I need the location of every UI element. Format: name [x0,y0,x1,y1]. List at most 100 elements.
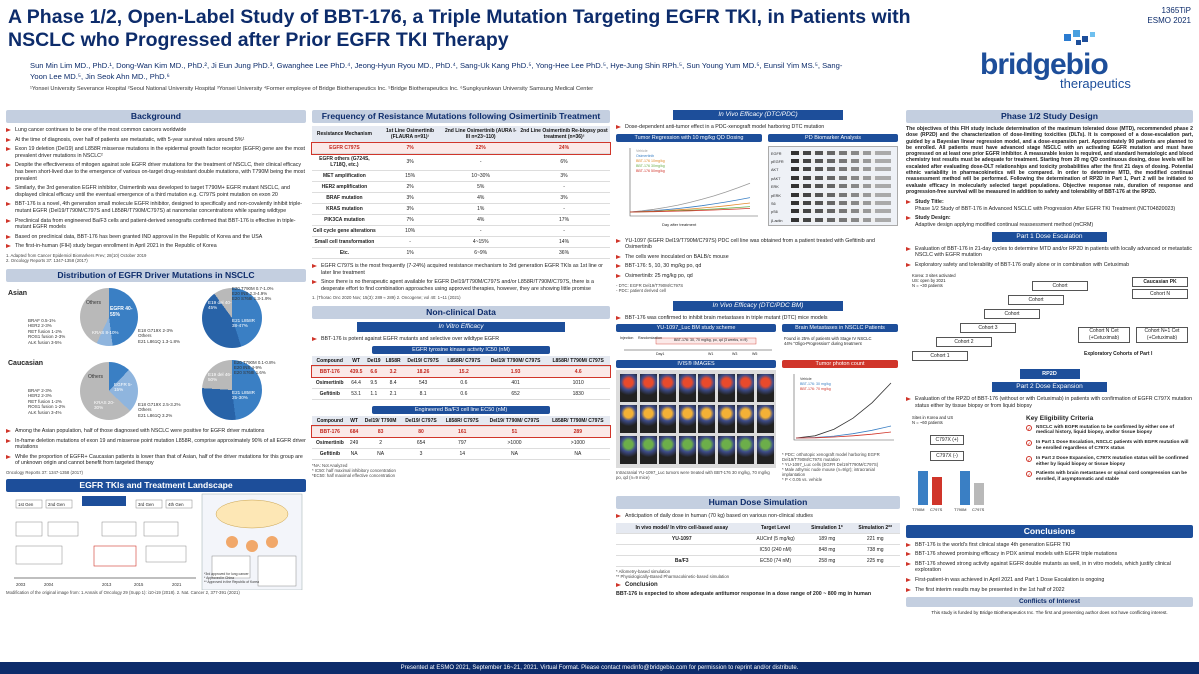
caucasian-e20: E20 S768I 1.6% [234,370,266,376]
pd-band [791,158,891,163]
humandose-table: In vivo model/ In vitro cell-based assay… [616,522,900,567]
ic50-cell: 1010 [546,377,610,389]
freq-row: KRAS mutation 3% 1% - [312,203,610,215]
ec50-header: WT [347,415,361,427]
freq-bullet: Since there is no therapeutic agent avai… [312,279,610,292]
tumor-legend: BBT-176 10mg/kg [636,159,665,163]
key-eligibility-title: Key Eligibility Criteria [1026,414,1094,422]
pd-row-label: pS6 [771,210,778,215]
caucasian-pie-others: Others [88,373,104,380]
invivo-bm-bullet: BBT-176 was confirmed to inhibit brain m… [616,315,900,322]
cohort-caucasian-pk: Caucasian PK [1132,277,1188,288]
invivo-detail: Osimertinib: 25 mg/kg po, qd [616,273,900,280]
freq-cell: 3% [376,192,444,204]
pd-row: pEGFR [771,158,895,166]
freq-bullets: EGFR C797S is the most frequently (7-24%… [312,263,610,292]
hd-header: In vivo model/ In vitro cell-based assay [616,522,748,534]
hd-header: Simulation 1* [803,522,851,534]
ec50-cell: 51 [483,426,546,438]
background-bullet: BBT-176 is a novel, 4th generation small… [6,201,306,214]
asian-pie-others: Others [86,299,102,306]
pd-row: pS6 [771,209,895,216]
invivo-bm-subheading: In Vivo Efficacy (DTC/PDC BM) [672,300,844,311]
freq-row: EGFR C797S 7% 22% 24% [311,141,611,155]
ec50-table: Compound WT Del19/ T790M Del19/ C797S L858R/… [311,415,611,460]
ec50-cell: 14 [441,448,484,460]
svg-text:2013: 2013 [102,582,112,587]
caucasian-e20: E20 T790M 0.1-0.8% [234,359,276,365]
photon-series-line [795,382,892,439]
ic50-header: Del19/ C797S [403,355,444,367]
cohort-n-cet: Cohort N Cet (+Cetuximab) [1078,327,1130,344]
ivis-mouse-image [737,436,754,465]
freq-row: BRAF mutation 3% 4% 3% [312,192,610,204]
pd-band [791,184,891,189]
caucasian-minor: ROS1 fusion 1-2% [28,404,66,410]
ivis-mouse-image [659,405,676,434]
freq-cell: 7% [376,142,444,154]
cohort-6: Cohort [1032,281,1088,292]
freq-cell: 4% [443,214,519,226]
meeting-name: ESMO 2021 [1147,16,1191,25]
bm-footnote: * PDC: orthotopic xenograft model harbor… [782,452,880,463]
freq-cell: 24% [518,142,610,154]
invivo-bullets: YU-1097 (EGFR Del19/T790M/C797S) PDC cel… [616,238,900,280]
invivo-bullet: Dose-dependent anti-tumor effect in a PD… [616,124,900,131]
pd-row: pAKT [771,175,895,183]
pd-band [791,217,891,222]
author-list: Sun Min Lim MD., PhD.¹, Dong-Wan Kim MD.… [30,61,843,81]
photon-legend: BBT-176: 70 mg/kg [800,387,831,391]
bar-label: C797S [972,506,985,512]
caucasian-minor: HER2 2-3% [28,393,52,399]
asian-egfr-minor: Others [138,333,152,339]
ec50-cell: NA [545,448,610,460]
caucasian-label: Caucasian [8,359,44,367]
cohort-4: Cohort [984,309,1040,320]
pd-row-label: pERK [771,193,781,198]
freq-header: 2nd Line Osimertinib Re-biopsy post trea… [518,126,610,143]
ec50-cell: BBT-176 [312,426,348,438]
check-icon: ✓ [1026,440,1032,447]
scheme-w1: W1 [708,352,714,357]
ic50-cell: 1.93 [484,366,547,378]
photon-axis [793,374,894,441]
freq-cell: 3% [518,192,610,204]
landscape-heading: EGFR TKIs and Treatment Landscape [6,478,306,492]
freq-cell: 4~15% [443,236,519,248]
legend-item: ** Approved in the Republic of Korea [204,580,260,585]
invivo-detail: The cells were inoculated on BALB/c mous… [616,254,900,261]
poster-id: 1365TiP ESMO 2021 [1147,6,1191,26]
ivis-mouse-image [639,405,657,434]
ic50-header: L858R [382,355,404,367]
hd-row: Ba/F3 EC50 (74 nM) 258 mg 225 mg [616,555,900,567]
conclusion-item: BBT-176 is the world's first clinical st… [906,542,1193,549]
ivis-mouse-image [698,436,715,465]
note: *NA: Not Analyzed [312,462,348,468]
bm-footnote: * YU-1097_Luc cells (EGFR Del19/T790M/C7… [782,462,879,468]
freq-cell: 14% [518,236,610,248]
gen-label-2: 2nd Gen [48,501,65,507]
ic50-cell: 18.26 [403,366,444,378]
ivis-mouse-image [756,405,774,434]
note: *EC50: half maximal effective concentrat… [312,472,396,478]
freq-cell: 10~30% [443,170,519,182]
hd-row: YU-1097 AUCinf (5 mg/kg) 189 mg 221 mg [616,533,900,545]
caucasian-pie-kras: KRAS 20-30% [94,399,115,410]
pd-row: EGFR [771,150,895,158]
photon-chart-title: Tumor photon count [782,360,898,369]
ec50-header: Del19/ T790M [360,415,401,427]
pd-row: pERK [771,192,895,200]
caucasian-minor: ALK fusion 3-4% [28,409,62,415]
hd-cell: YU-1097 [616,533,748,545]
ec50-header: L858R/ C797S [441,415,484,427]
hd-cell: 221 mg [850,533,900,545]
freq-header: Resistance Mechanism [312,126,377,143]
landscape-legend: *3rd approved for lung cancer * Approved… [204,572,264,585]
asian-egfr-minor: E21 L861Q 1.3-1.8% [138,338,181,344]
landscape-ref: Modification of the original image from:… [6,589,240,595]
background-ref-1: 1. Adapted from Cancer Epidemiol Biomark… [6,252,147,258]
conclusions-heading: Conclusions [906,524,1193,538]
key-criterion: ✓ In Part 1 Dose Escalation, NSCLC patien… [1026,440,1192,452]
ivis-mouse-image [717,374,735,403]
